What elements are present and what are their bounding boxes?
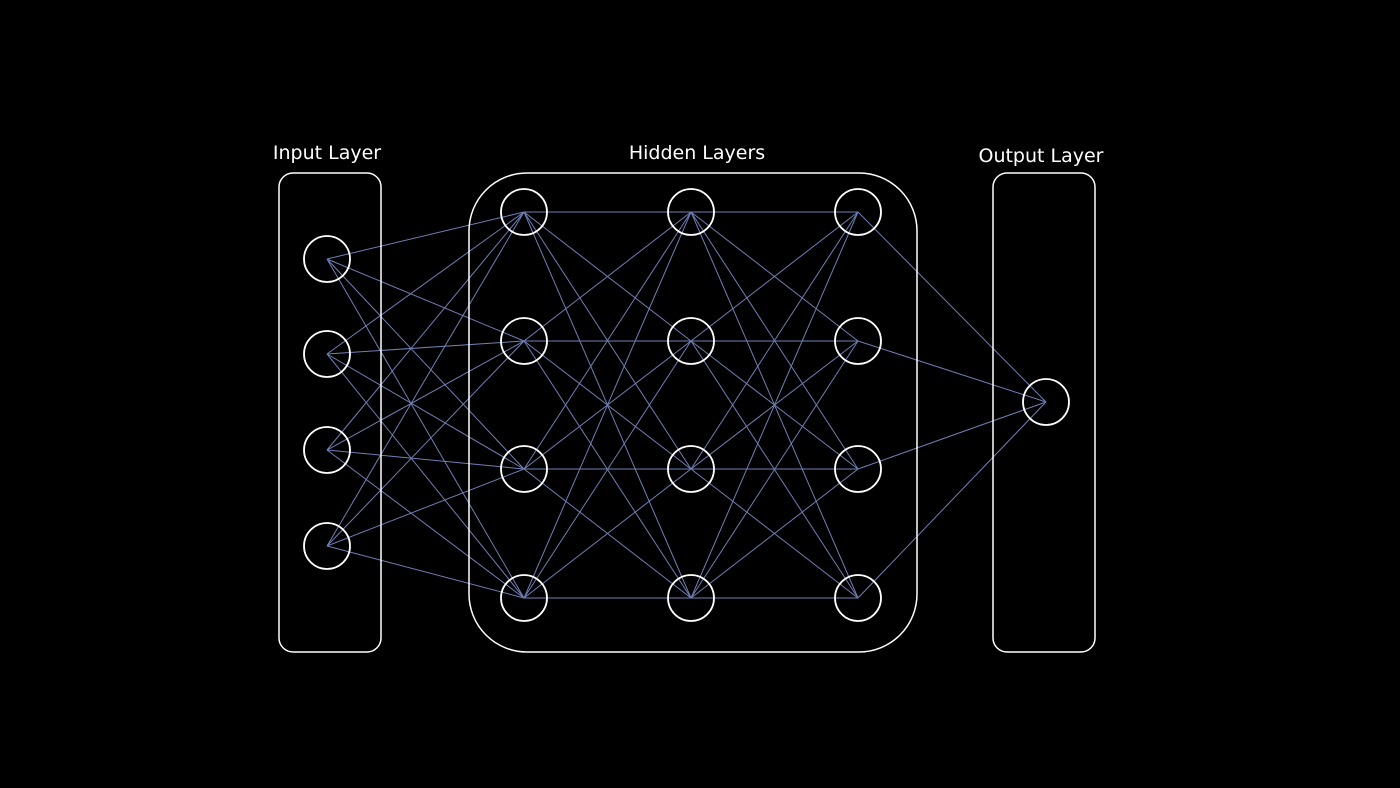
input-node-2 <box>303 330 351 378</box>
connection-input-3-to-hidden-1-4 <box>326 449 525 599</box>
connection-input-3-to-hidden-1-3 <box>326 449 525 470</box>
output-layer-label: Output Layer <box>978 145 1103 167</box>
connection-hidden-2-4-to-hidden-3-3 <box>690 468 859 599</box>
hidden-1-node-4 <box>500 574 548 622</box>
connection-input-4-to-hidden-1-1 <box>326 211 525 547</box>
connection-input-2-to-hidden-1-3 <box>326 353 525 470</box>
hidden-3-node-4 <box>834 574 882 622</box>
hidden-layers-label: Hidden Layers <box>629 142 765 164</box>
hidden-2-node-3 <box>667 445 715 493</box>
connection-input-1-to-hidden-1-1 <box>326 211 525 260</box>
hidden-2-node-1 <box>667 188 715 236</box>
hidden-3-node-1 <box>834 188 882 236</box>
connection-input-4-to-hidden-1-2 <box>326 340 525 547</box>
output-node-1 <box>1022 378 1070 426</box>
connection-hidden-1-4-to-hidden-2-1 <box>523 211 692 599</box>
connections <box>326 211 1047 599</box>
hidden-1-node-1 <box>500 188 548 236</box>
connection-input-2-to-hidden-1-4 <box>326 353 525 599</box>
connection-input-3-to-hidden-1-1 <box>326 211 525 451</box>
hidden-1-node-2 <box>500 317 548 365</box>
input-node-1 <box>303 235 351 283</box>
connection-hidden-2-2-to-hidden-3-1 <box>690 211 859 342</box>
neurons <box>303 188 1070 622</box>
input-layer-box <box>278 172 382 653</box>
connection-input-4-to-hidden-1-3 <box>326 468 525 547</box>
hidden-layers-box <box>468 172 918 653</box>
connection-hidden-1-4-to-hidden-2-2 <box>523 340 692 599</box>
input-layer-label: Input Layer <box>273 142 381 164</box>
connection-input-2-to-hidden-1-1 <box>326 211 525 355</box>
input-node-4 <box>303 522 351 570</box>
connection-hidden-3-4-to-output-1 <box>857 401 1047 599</box>
connection-input-1-to-hidden-1-4 <box>326 258 525 599</box>
connection-input-4-to-hidden-1-4 <box>326 545 525 599</box>
output-layer-box <box>992 172 1096 653</box>
connection-hidden-1-2-to-hidden-2-1 <box>523 211 692 342</box>
connection-hidden-1-4-to-hidden-2-3 <box>523 468 692 599</box>
connection-input-1-to-hidden-1-2 <box>326 258 525 342</box>
connection-hidden-3-2-to-output-1 <box>857 340 1047 403</box>
connection-hidden-3-3-to-output-1 <box>857 401 1047 470</box>
connection-hidden-2-3-to-hidden-3-1 <box>690 211 859 470</box>
hidden-3-node-3 <box>834 445 882 493</box>
hidden-3-node-2 <box>834 317 882 365</box>
connection-hidden-2-4-to-hidden-3-2 <box>690 340 859 599</box>
hidden-2-node-4 <box>667 574 715 622</box>
connection-hidden-2-4-to-hidden-3-1 <box>690 211 859 599</box>
connection-hidden-3-1-to-output-1 <box>857 211 1047 403</box>
connection-input-2-to-hidden-1-2 <box>326 340 525 355</box>
hidden-2-node-2 <box>667 317 715 365</box>
hidden-1-node-3 <box>500 445 548 493</box>
connection-input-3-to-hidden-1-2 <box>326 340 525 451</box>
input-node-3 <box>303 426 351 474</box>
connection-input-1-to-hidden-1-3 <box>326 258 525 470</box>
connection-hidden-1-3-to-hidden-2-1 <box>523 211 692 470</box>
